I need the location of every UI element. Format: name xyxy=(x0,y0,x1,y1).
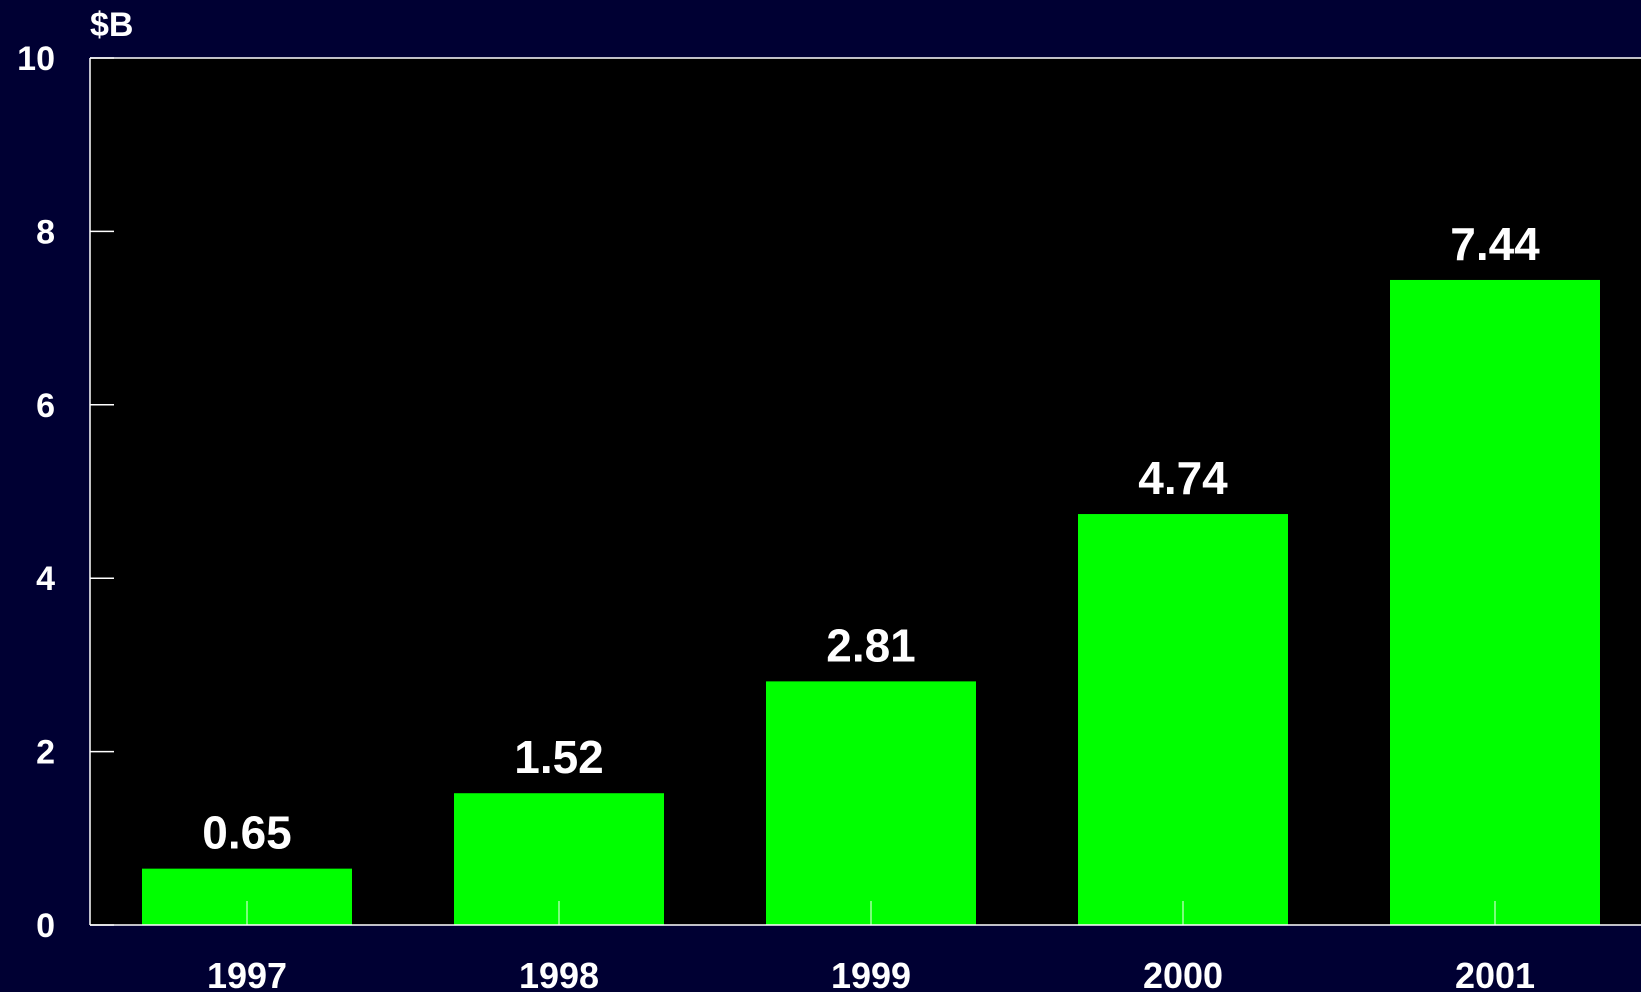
bar xyxy=(1390,279,1600,925)
bar-value-label: 2.81 xyxy=(826,619,916,671)
y-axis-unit-label: $B xyxy=(90,6,133,44)
y-tick-label: 6 xyxy=(36,387,55,425)
x-axis: 1997 1998 1999 2000 2001 xyxy=(90,901,1641,992)
x-tick-label: 2001 xyxy=(1455,955,1535,992)
y-axis: 0 2 4 6 8 10 xyxy=(17,40,1641,945)
x-tick-label: 2000 xyxy=(1143,955,1223,992)
y-tick-label: 4 xyxy=(36,560,55,598)
y-tick-label: 8 xyxy=(36,213,55,251)
y-tick-label: 10 xyxy=(17,40,55,78)
x-tick-label: 1997 xyxy=(207,955,287,992)
bar-value-label: 0.65 xyxy=(202,807,292,859)
y-tick-label: 2 xyxy=(36,734,55,772)
bars: 0.65 1.52 2.81 4.74 7.44 xyxy=(142,218,1600,925)
bar-value-label: 1.52 xyxy=(514,731,604,783)
x-tick-label: 1999 xyxy=(831,955,911,992)
x-tick-label: 1998 xyxy=(519,955,599,992)
bar xyxy=(1078,514,1288,925)
bar xyxy=(766,681,976,925)
bar-value-label: 4.74 xyxy=(1138,452,1228,504)
bar-value-label: 7.44 xyxy=(1450,218,1540,270)
y-tick-label: 0 xyxy=(36,907,55,945)
